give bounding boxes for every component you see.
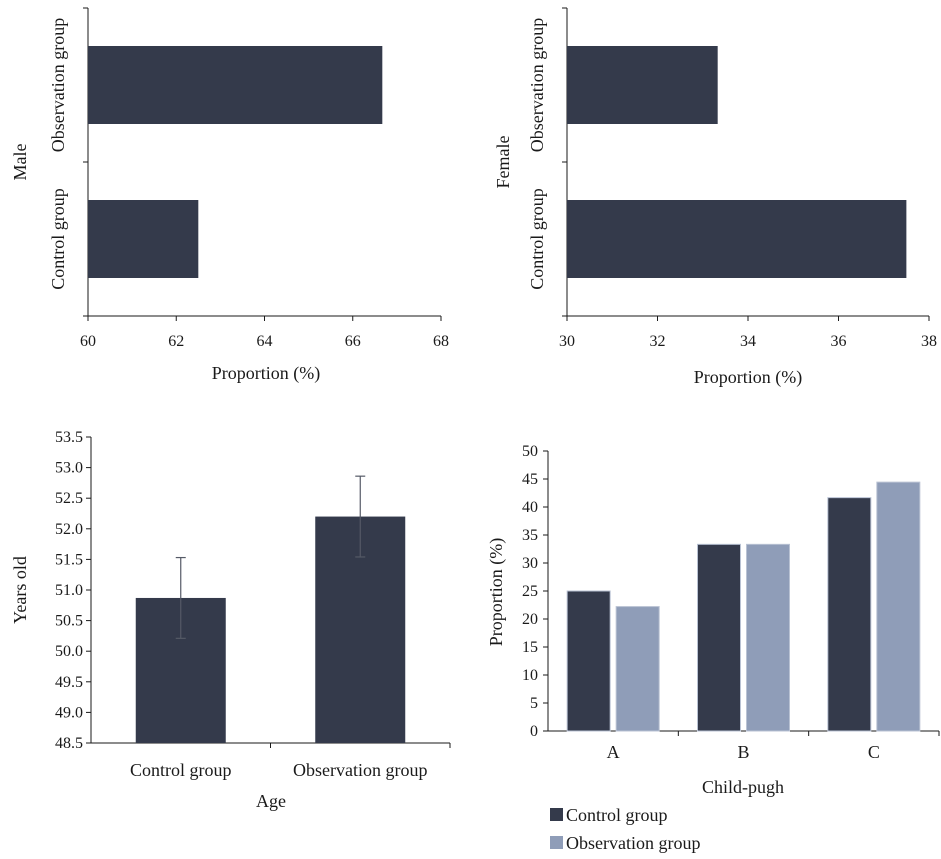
- p1-x-tick-label-1: 62: [168, 333, 184, 350]
- p2-x-tick-label-2: 34: [740, 333, 756, 350]
- cp-bar-C-0: [827, 497, 872, 732]
- cp-y-tick-label-2: 10: [522, 667, 538, 684]
- female-chart-xlabel: Proportion (%): [694, 367, 802, 388]
- p2-x-tick-label-1: 32: [650, 333, 666, 350]
- cp-y-tick-label-4: 20: [522, 611, 538, 628]
- p2-x-tick-label-3: 36: [831, 333, 847, 350]
- cp-bar-B-1: [746, 543, 790, 732]
- age-y-tick-label-6: 51.5: [55, 551, 83, 568]
- legend-label-control: Control group: [566, 805, 668, 825]
- legend-swatch-observation: [550, 836, 563, 849]
- p1-bar-1: [88, 46, 383, 124]
- age-x-tick-label-0: Control group: [130, 760, 232, 780]
- cp-y-tick-label-9: 45: [522, 471, 538, 488]
- male-chart-ylabel: Male: [10, 143, 30, 180]
- age-y-tick-label-7: 52.0: [55, 521, 83, 538]
- male-chart: Male Proportion (%) 60 62 64 66 68 Control gr…: [10, 7, 449, 384]
- p1-x-tick-label-3: 66: [345, 333, 361, 350]
- age-x-tick-label-1: Observation group: [293, 760, 427, 780]
- p2-x-tick-label-4: 38: [921, 333, 937, 350]
- child-pugh-chart-ylabel: Proportion (%): [486, 538, 507, 646]
- cp-bar-B-0: [697, 543, 741, 732]
- p2-bar-0: [567, 200, 907, 278]
- cp-y-tick-label-3: 15: [522, 639, 538, 656]
- age-y-tick-label-10: 53.5: [55, 429, 83, 446]
- p1-bar-0: [88, 200, 199, 278]
- cp-x-tick-label-1: B: [737, 742, 749, 762]
- child-pugh-chart-xlabel: Child-pugh: [702, 777, 784, 797]
- cp-bar-A-0: [566, 590, 611, 732]
- age-chart-ylabel: Years old: [10, 556, 30, 624]
- age-y-tick-label-8: 52.5: [55, 490, 83, 507]
- cp-y-tick-label-0: 0: [530, 723, 538, 740]
- p2-y-tick-label-0: Control group: [527, 188, 547, 290]
- female-chart-ylabel: Female: [493, 136, 513, 189]
- female-chart: Female Proportion (%) 30 32 34 36 38 Control …: [493, 7, 937, 388]
- age-y-tick-label-0: 48.5: [55, 735, 83, 752]
- legend: Control group Observation group: [550, 805, 700, 853]
- p1-x-tick-label-4: 68: [433, 333, 449, 350]
- p2-y-tick-label-1: Observation group: [527, 18, 547, 152]
- p1-x-tick-label-0: 60: [80, 333, 96, 350]
- cp-y-tick-label-7: 35: [522, 527, 538, 544]
- cp-y-tick-label-10: 50: [522, 443, 538, 460]
- age-y-tick-label-1: 49.0: [55, 704, 83, 721]
- age-y-tick-label-4: 50.5: [55, 613, 83, 630]
- cp-x-tick-label-2: C: [868, 742, 880, 762]
- p2-bar-1: [567, 46, 718, 124]
- cp-y-tick-label-5: 25: [522, 583, 538, 600]
- age-y-tick-label-3: 50.0: [55, 643, 83, 660]
- age-y-tick-label-5: 51.0: [55, 582, 83, 599]
- legend-label-observation: Observation group: [566, 833, 700, 853]
- male-chart-xlabel: Proportion (%): [212, 363, 320, 384]
- cp-x-tick-label-0: A: [607, 742, 620, 762]
- p1-y-tick-label-1: Observation group: [48, 18, 68, 152]
- p1-x-tick-label-2: 64: [257, 333, 273, 350]
- child-pugh-chart: Proportion (%) Child-pugh Control group …: [486, 443, 940, 853]
- p1-y-tick-label-0: Control group: [48, 188, 68, 290]
- cp-bar-C-1: [876, 481, 921, 732]
- age-y-tick-label-9: 53.0: [55, 460, 83, 477]
- p2-x-tick-label-0: 30: [559, 333, 575, 350]
- cp-y-tick-label-1: 5: [530, 695, 538, 712]
- legend-swatch-control: [550, 808, 563, 821]
- cp-y-tick-label-6: 30: [522, 555, 538, 572]
- cp-bar-A-1: [615, 606, 660, 732]
- age-y-tick-label-2: 49.5: [55, 674, 83, 691]
- age-chart-xlabel: Age: [256, 791, 286, 811]
- cp-y-tick-label-8: 40: [522, 499, 538, 516]
- age-chart: Years old Age 48.5 49.0 49.5 50.0 50.5 51.0 51…: [10, 429, 451, 811]
